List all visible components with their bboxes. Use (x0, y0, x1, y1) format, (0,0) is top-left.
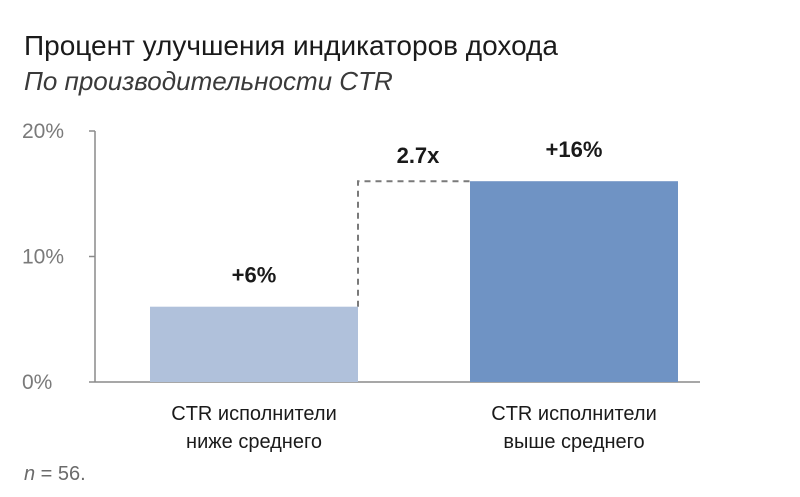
sample-size-value: = 56. (35, 463, 86, 485)
category-label: CTR исполнители (171, 403, 336, 425)
category-label: ниже среднего (186, 431, 322, 453)
sample-size-note: n = 56. (24, 463, 86, 486)
chart-subtitle: По производительности CTR (24, 66, 393, 96)
category-label: CTR исполнители (491, 403, 656, 425)
chart-title: Процент улучшения индикаторов дохода (24, 30, 558, 61)
y-tick-label: 0% (22, 371, 52, 394)
category-label: выше среднего (503, 431, 644, 453)
ratio-annotation: 2.7x (397, 143, 441, 168)
data-label: +16% (546, 137, 603, 162)
y-tick-label: 20% (22, 120, 64, 143)
comparison-dashed-line (357, 180, 470, 307)
bar (150, 306, 358, 382)
y-tick-label: 10% (22, 246, 64, 269)
sample-size-symbol: n (24, 463, 36, 485)
bar-chart: 0% 10% 20% +6% CTR исполнители ниже среднего +… (22, 120, 700, 453)
bar (470, 181, 678, 382)
data-label: +6% (232, 263, 277, 288)
